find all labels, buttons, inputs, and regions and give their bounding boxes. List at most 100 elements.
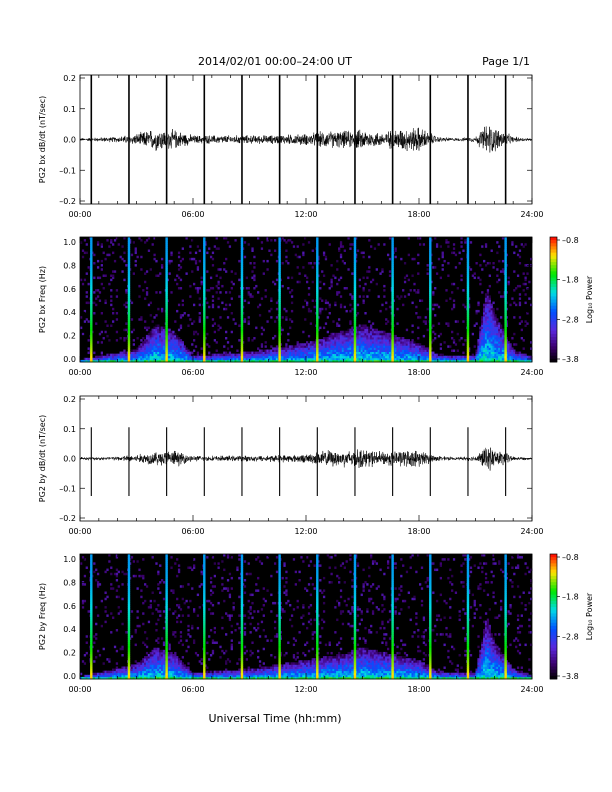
spectrogram-cell bbox=[262, 328, 265, 332]
spectrogram-spike bbox=[278, 312, 281, 315]
spectrogram-cell bbox=[255, 326, 258, 330]
spectrogram-spike bbox=[466, 320, 470, 323]
x-tick-label: 12:00 bbox=[294, 368, 317, 377]
spectrogram-cell bbox=[402, 353, 405, 357]
spectrogram-cell bbox=[441, 357, 444, 361]
spectrogram-spike bbox=[127, 320, 131, 323]
spectrogram-cell bbox=[157, 353, 160, 357]
spectrogram-cell bbox=[435, 357, 439, 361]
spectrogram-cell bbox=[326, 353, 329, 357]
spectrogram-spike bbox=[90, 303, 93, 307]
spectrogram-spike bbox=[278, 274, 281, 277]
spectrogram-cell bbox=[132, 666, 136, 669]
spectrogram-cell bbox=[339, 334, 343, 338]
spectrogram-cell bbox=[490, 359, 493, 363]
spectrogram-cell bbox=[326, 345, 329, 348]
spectrogram-spike bbox=[316, 259, 319, 263]
spectrogram-cell bbox=[132, 343, 136, 346]
spectrogram-cell bbox=[498, 326, 501, 330]
spectrogram-cell bbox=[262, 259, 265, 263]
spectrogram-cell bbox=[432, 266, 435, 269]
spectrogram-cell bbox=[145, 341, 149, 344]
spectrogram-cell bbox=[309, 357, 313, 361]
spectrogram-cell bbox=[157, 355, 160, 359]
spectrogram-cell bbox=[402, 303, 405, 307]
spectrogram-cell bbox=[358, 334, 362, 338]
spectrogram-spike bbox=[278, 237, 281, 240]
spectrogram-cell bbox=[145, 239, 149, 242]
spectrogram-cell bbox=[294, 355, 297, 359]
spectrogram-cell bbox=[134, 357, 137, 361]
spectrogram-cell bbox=[149, 604, 152, 607]
x-tick-label: 00:00 bbox=[68, 527, 91, 536]
spectrogram-cell bbox=[499, 343, 503, 346]
spectrogram-cell bbox=[170, 664, 173, 667]
spectrogram-spike bbox=[240, 249, 244, 252]
spectrogram-cell bbox=[253, 355, 256, 359]
spectrogram-spike bbox=[504, 349, 507, 352]
spectrogram-cell bbox=[499, 351, 503, 355]
colorbar-segment bbox=[550, 305, 557, 310]
spectrogram-cell bbox=[407, 349, 410, 352]
spectrogram-cell bbox=[191, 357, 194, 361]
spectrogram-cell bbox=[153, 328, 156, 332]
spectrogram-cell bbox=[484, 357, 488, 361]
spectrogram-cell bbox=[343, 339, 346, 342]
spectrogram-cell bbox=[177, 658, 181, 661]
spectrogram-cell bbox=[138, 674, 141, 678]
spectrogram-cell bbox=[153, 253, 156, 257]
spectrogram-spike bbox=[240, 259, 244, 263]
spectrogram-spike bbox=[203, 307, 206, 311]
spectrogram-cell bbox=[93, 674, 96, 678]
spectrogram-cell bbox=[456, 349, 459, 352]
spectrogram-cell bbox=[339, 305, 343, 309]
spectrogram-cell bbox=[492, 309, 495, 313]
spectrogram-spike bbox=[391, 355, 394, 359]
spectrogram-cell bbox=[524, 355, 527, 359]
spectrogram-cell bbox=[488, 284, 491, 288]
spectrogram-spike bbox=[429, 347, 432, 350]
spectrogram-spike bbox=[466, 291, 470, 294]
spectrogram-spike bbox=[90, 266, 93, 269]
spectrogram-cell bbox=[115, 556, 119, 559]
spectrogram-cell bbox=[268, 355, 271, 359]
spectrogram-cell bbox=[155, 343, 158, 346]
spectrogram-cell bbox=[403, 345, 407, 348]
spectrogram-cell bbox=[515, 343, 518, 346]
spectrogram-cell bbox=[266, 237, 269, 240]
spectrogram-cell bbox=[341, 341, 345, 344]
spectrogram-cell bbox=[483, 328, 486, 332]
spectrogram-cell bbox=[264, 295, 267, 298]
spectrogram-cell bbox=[162, 674, 166, 678]
spectrogram-cell bbox=[420, 349, 424, 352]
spectrogram-cell bbox=[181, 343, 184, 346]
spectrogram-spike bbox=[466, 301, 470, 305]
spectrogram-cell bbox=[196, 357, 200, 361]
spectrogram-cell bbox=[157, 641, 160, 644]
spectrogram-cell bbox=[375, 349, 378, 352]
spectrogram-cell bbox=[435, 272, 439, 275]
spectrogram-cell bbox=[383, 330, 386, 334]
spectrogram-cell bbox=[405, 355, 409, 359]
spectrogram-cell bbox=[179, 324, 183, 327]
spectrogram-cell bbox=[420, 351, 424, 355]
spectrogram-cell bbox=[162, 337, 166, 340]
spectrogram-cell bbox=[396, 355, 399, 359]
spectrogram-cell bbox=[121, 357, 124, 361]
spectrogram-cell bbox=[102, 337, 105, 340]
spectrogram-cell bbox=[379, 349, 382, 352]
spectrogram-cell bbox=[400, 339, 403, 342]
spectrogram-cell bbox=[142, 355, 145, 359]
spectrogram-cell bbox=[507, 357, 510, 361]
spectrogram-cell bbox=[119, 353, 122, 357]
spectrogram-spike bbox=[127, 345, 131, 348]
spectrogram-spike bbox=[504, 239, 507, 242]
spectrogram-cell bbox=[275, 259, 279, 263]
spectrogram-cell bbox=[371, 330, 375, 334]
spectrogram-cell bbox=[159, 353, 162, 357]
spectrogram-cell bbox=[490, 314, 493, 317]
spectrogram-cell bbox=[83, 359, 87, 363]
spectrogram-cell bbox=[385, 359, 388, 363]
spectrogram-cell bbox=[176, 351, 179, 355]
spectrogram-cell bbox=[294, 347, 297, 350]
